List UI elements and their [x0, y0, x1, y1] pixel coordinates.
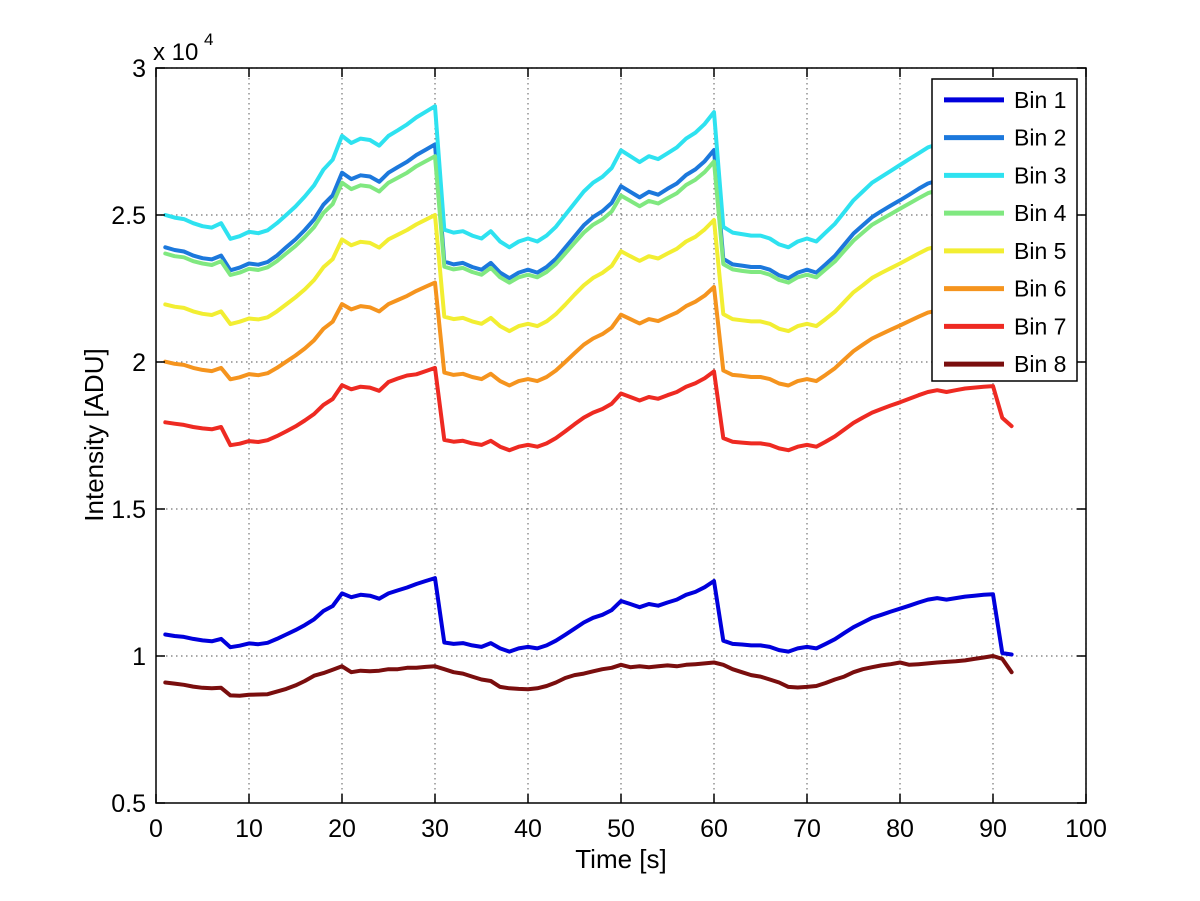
x-tick-label: 0: [149, 815, 163, 843]
y-tick-label: 1: [132, 643, 146, 671]
legend-label-bin-8: Bin 8: [1014, 351, 1066, 377]
y-axis-label: Intensity [ADU]: [79, 348, 109, 521]
legend-label-bin-4: Bin 4: [1014, 200, 1067, 226]
x-tick-label: 60: [700, 815, 728, 843]
series-line-bin-8: [163, 654, 1014, 698]
x-axis-label: Time [s]: [575, 844, 666, 874]
axis-ticks: [155, 67, 1087, 804]
x-tick-label: 20: [328, 815, 356, 843]
y-axis-multiplier-exponent: 4: [204, 30, 213, 49]
x-tick-label: 100: [1065, 815, 1107, 843]
series-lines: [163, 104, 1014, 698]
y-tick-label: 3: [132, 55, 146, 83]
series-line-bin-1: [163, 576, 1014, 657]
y-axis-multiplier: x 10: [153, 39, 198, 66]
series-line-bin-3: [163, 104, 1014, 250]
y-tick-label: 1.5: [111, 496, 146, 524]
x-tick-label: 70: [793, 815, 821, 843]
x-tick-labels: 0 10 20 30 40 50 60 70 80 90 100: [149, 815, 1107, 843]
legend-label-bin-1: Bin 1: [1014, 87, 1066, 113]
legend-label-bin-5: Bin 5: [1014, 238, 1066, 264]
y-tick-label: 2.5: [111, 202, 146, 230]
x-tick-label: 40: [514, 815, 542, 843]
legend-label-bin-2: Bin 2: [1014, 125, 1066, 151]
series-line-bin-2: [163, 142, 1014, 281]
series-line-bin-4: [163, 154, 1014, 285]
legend-box: [931, 78, 1078, 382]
y-tick-labels: 0.5 1 1.5 2 2.5 3: [111, 55, 146, 818]
x-tick-label: 90: [979, 815, 1007, 843]
x-tick-label: 50: [607, 815, 635, 843]
legend-label-bin-3: Bin 3: [1014, 162, 1066, 188]
series-line-bin-7: [163, 365, 1014, 453]
legend-label-bin-7: Bin 7: [1014, 313, 1066, 339]
x-tick-label: 10: [235, 815, 263, 843]
x-tick-label: 30: [421, 815, 449, 843]
x-tick-label: 80: [886, 815, 914, 843]
legend-label-bin-6: Bin 6: [1014, 276, 1066, 302]
y-tick-label: 0.5: [111, 790, 146, 818]
legend: Bin 1 Bin 2 Bin 3 Bin 4 Bin 5 Bin 6 Bin 7 Bin 8: [931, 78, 1078, 382]
series-line-bin-6: [163, 280, 1014, 388]
y-tick-label: 2: [132, 349, 146, 377]
series-line-bin-5: [163, 213, 1014, 334]
